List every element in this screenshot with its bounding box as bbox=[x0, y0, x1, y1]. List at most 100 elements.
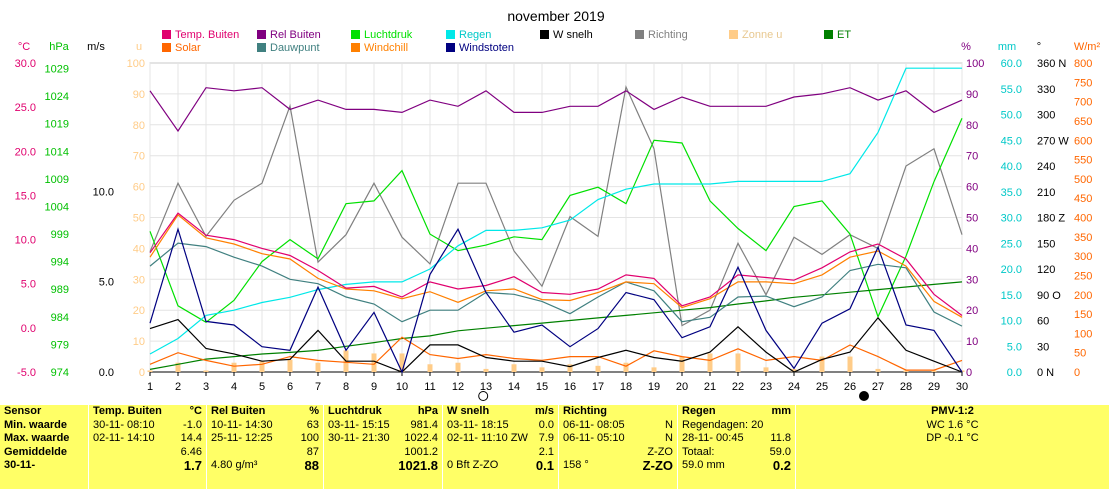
rain-tick-label: 45.0 bbox=[1001, 135, 1022, 147]
temp-average: 6.46 bbox=[180, 445, 202, 458]
legend-swatch bbox=[257, 30, 266, 39]
x-tick-label: 28 bbox=[900, 381, 912, 393]
solar-tick-label: 200 bbox=[1074, 290, 1092, 302]
rain-max-value: 11.8 bbox=[770, 432, 791, 445]
wind-max-time: 02-11- 11:10 ZW bbox=[447, 432, 528, 445]
wind-axis-unit: m/s bbox=[87, 41, 105, 53]
press-tick-label: 1004 bbox=[45, 201, 69, 213]
press-tick-label: 979 bbox=[51, 339, 69, 351]
sun-bar bbox=[847, 356, 853, 372]
rain-tick-label: 40.0 bbox=[1001, 161, 1022, 173]
rain-tick-label: 20.0 bbox=[1001, 264, 1022, 276]
dir-tick-label: 120 bbox=[1037, 264, 1055, 276]
x-tick-label: 29 bbox=[928, 381, 940, 393]
solar-tick-label: 50 bbox=[1074, 348, 1086, 360]
hum-tick-label: 0 bbox=[966, 367, 972, 379]
legend-label: Rel Buiten bbox=[270, 29, 321, 41]
rain-tick-label: 30.0 bbox=[1001, 213, 1022, 225]
wind-tick-label: 0.0 bbox=[99, 367, 114, 379]
x-tick-label: 12 bbox=[452, 381, 464, 393]
rain-tick-label: 15.0 bbox=[1001, 290, 1022, 302]
temp-header: Temp. Buiten bbox=[93, 405, 162, 417]
press-tick-label: 999 bbox=[51, 229, 69, 241]
series-richting bbox=[149, 85, 963, 327]
rain-total-label: Totaal: bbox=[682, 445, 715, 458]
sun-bar bbox=[399, 353, 405, 372]
rain-column: Regen mm Regendagen: 20 28-11- 00:45 11.8 … bbox=[678, 405, 796, 489]
legend-label: Windstoten bbox=[459, 42, 514, 54]
rain-axis-unit: mm bbox=[998, 41, 1016, 53]
sun-bar bbox=[511, 364, 517, 372]
summary-table: Sensor Min. waarde Max. waarde Gemiddeld… bbox=[0, 405, 1109, 489]
press-axis-unit: hPa bbox=[49, 41, 69, 53]
series-et bbox=[149, 281, 963, 370]
solar-tick-label: 750 bbox=[1074, 77, 1092, 89]
sun-tick-label: 70 bbox=[133, 151, 145, 163]
sun-bar bbox=[315, 362, 321, 372]
rain-tick-label: 0.0 bbox=[1007, 367, 1022, 379]
wind-header: W snelh bbox=[447, 405, 490, 417]
hum-max-time: 25-11- 12:25 bbox=[211, 432, 273, 445]
press-header: Luchtdruk bbox=[328, 405, 382, 417]
rain-tick-label: 5.0 bbox=[1007, 341, 1022, 353]
legend-swatch bbox=[824, 30, 833, 39]
sun-tick-label: 100 bbox=[127, 58, 145, 70]
solar-tick-label: 450 bbox=[1074, 193, 1092, 205]
x-tick-label: 30 bbox=[956, 381, 968, 393]
hum-tick-label: 80 bbox=[966, 120, 978, 132]
press-average: 1001.2 bbox=[404, 445, 438, 458]
x-tick-label: 19 bbox=[648, 381, 660, 393]
chart-title: november 2019 bbox=[507, 8, 605, 24]
x-tick-label: 11 bbox=[424, 381, 435, 393]
press-tick-label: 1029 bbox=[45, 64, 69, 76]
legend-swatch bbox=[351, 30, 360, 39]
temp-axis-unit: °C bbox=[18, 41, 30, 53]
sun-bar bbox=[707, 353, 713, 372]
x-tick-label: 18 bbox=[620, 381, 632, 393]
temp-tick-label: 20.0 bbox=[15, 146, 36, 158]
sun-bar bbox=[875, 368, 881, 372]
series-windstoten bbox=[149, 227, 963, 374]
dir-average: Z-ZO bbox=[647, 445, 673, 458]
rain-tick-label: 60.0 bbox=[1001, 58, 1022, 70]
temp-tick-label: 15.0 bbox=[15, 190, 36, 202]
hum-min-value: 63 bbox=[306, 418, 319, 431]
x-tick-label: 21 bbox=[704, 381, 716, 393]
sun-tick-label: 30 bbox=[133, 274, 145, 286]
sun-tick-label: 10 bbox=[133, 336, 145, 348]
legend-label: Richting bbox=[648, 29, 688, 41]
x-tick-label: 23 bbox=[760, 381, 772, 393]
x-tick-label: 9 bbox=[371, 381, 377, 393]
x-tick-label: 3 bbox=[203, 381, 209, 393]
press-min-time: 03-11- 15:15 bbox=[328, 418, 390, 431]
sun-bar bbox=[903, 370, 909, 372]
dir-current: Z-ZO bbox=[642, 458, 673, 474]
wind-column: W snelh m/s 03-11- 18:15 0.0 02-11- 11:10 … bbox=[443, 405, 559, 489]
temp-tick-label: 10.0 bbox=[15, 235, 36, 247]
hum-average: 87 bbox=[306, 445, 319, 458]
hum-min-time: 10-11- 14:30 bbox=[211, 418, 273, 431]
sun-bar bbox=[483, 368, 489, 372]
temp-max-value: 14.4 bbox=[180, 432, 202, 445]
sun-bar bbox=[651, 367, 657, 372]
dir-min-value: N bbox=[665, 418, 673, 431]
solar-tick-label: 250 bbox=[1074, 270, 1092, 282]
hum-current: 88 bbox=[304, 458, 319, 474]
x-tick-label: 1 bbox=[147, 381, 153, 393]
x-tick-label: 10 bbox=[396, 381, 408, 393]
temp-max-time: 02-11- 14:10 bbox=[93, 432, 155, 445]
solar-tick-label: 650 bbox=[1074, 116, 1092, 128]
rain-current: 0.2 bbox=[772, 458, 791, 474]
legend-swatch bbox=[162, 43, 171, 52]
wind-beaufort: 0 Bft Z-ZO bbox=[447, 459, 499, 472]
solar-tick-label: 700 bbox=[1074, 97, 1092, 109]
solar-tick-label: 350 bbox=[1074, 232, 1092, 244]
legend-swatch bbox=[729, 30, 738, 39]
hum-tick-label: 30 bbox=[966, 274, 978, 286]
series-luchtdruk bbox=[149, 117, 963, 324]
press-tick-label: 994 bbox=[51, 257, 69, 269]
hum-column: Rel Buiten% 10-11- 14:30 63 25-11- 12:25 1… bbox=[207, 405, 324, 489]
sun-bar bbox=[791, 368, 797, 372]
series-temp-buiten bbox=[149, 212, 963, 316]
series-dauwpunt bbox=[149, 242, 963, 327]
